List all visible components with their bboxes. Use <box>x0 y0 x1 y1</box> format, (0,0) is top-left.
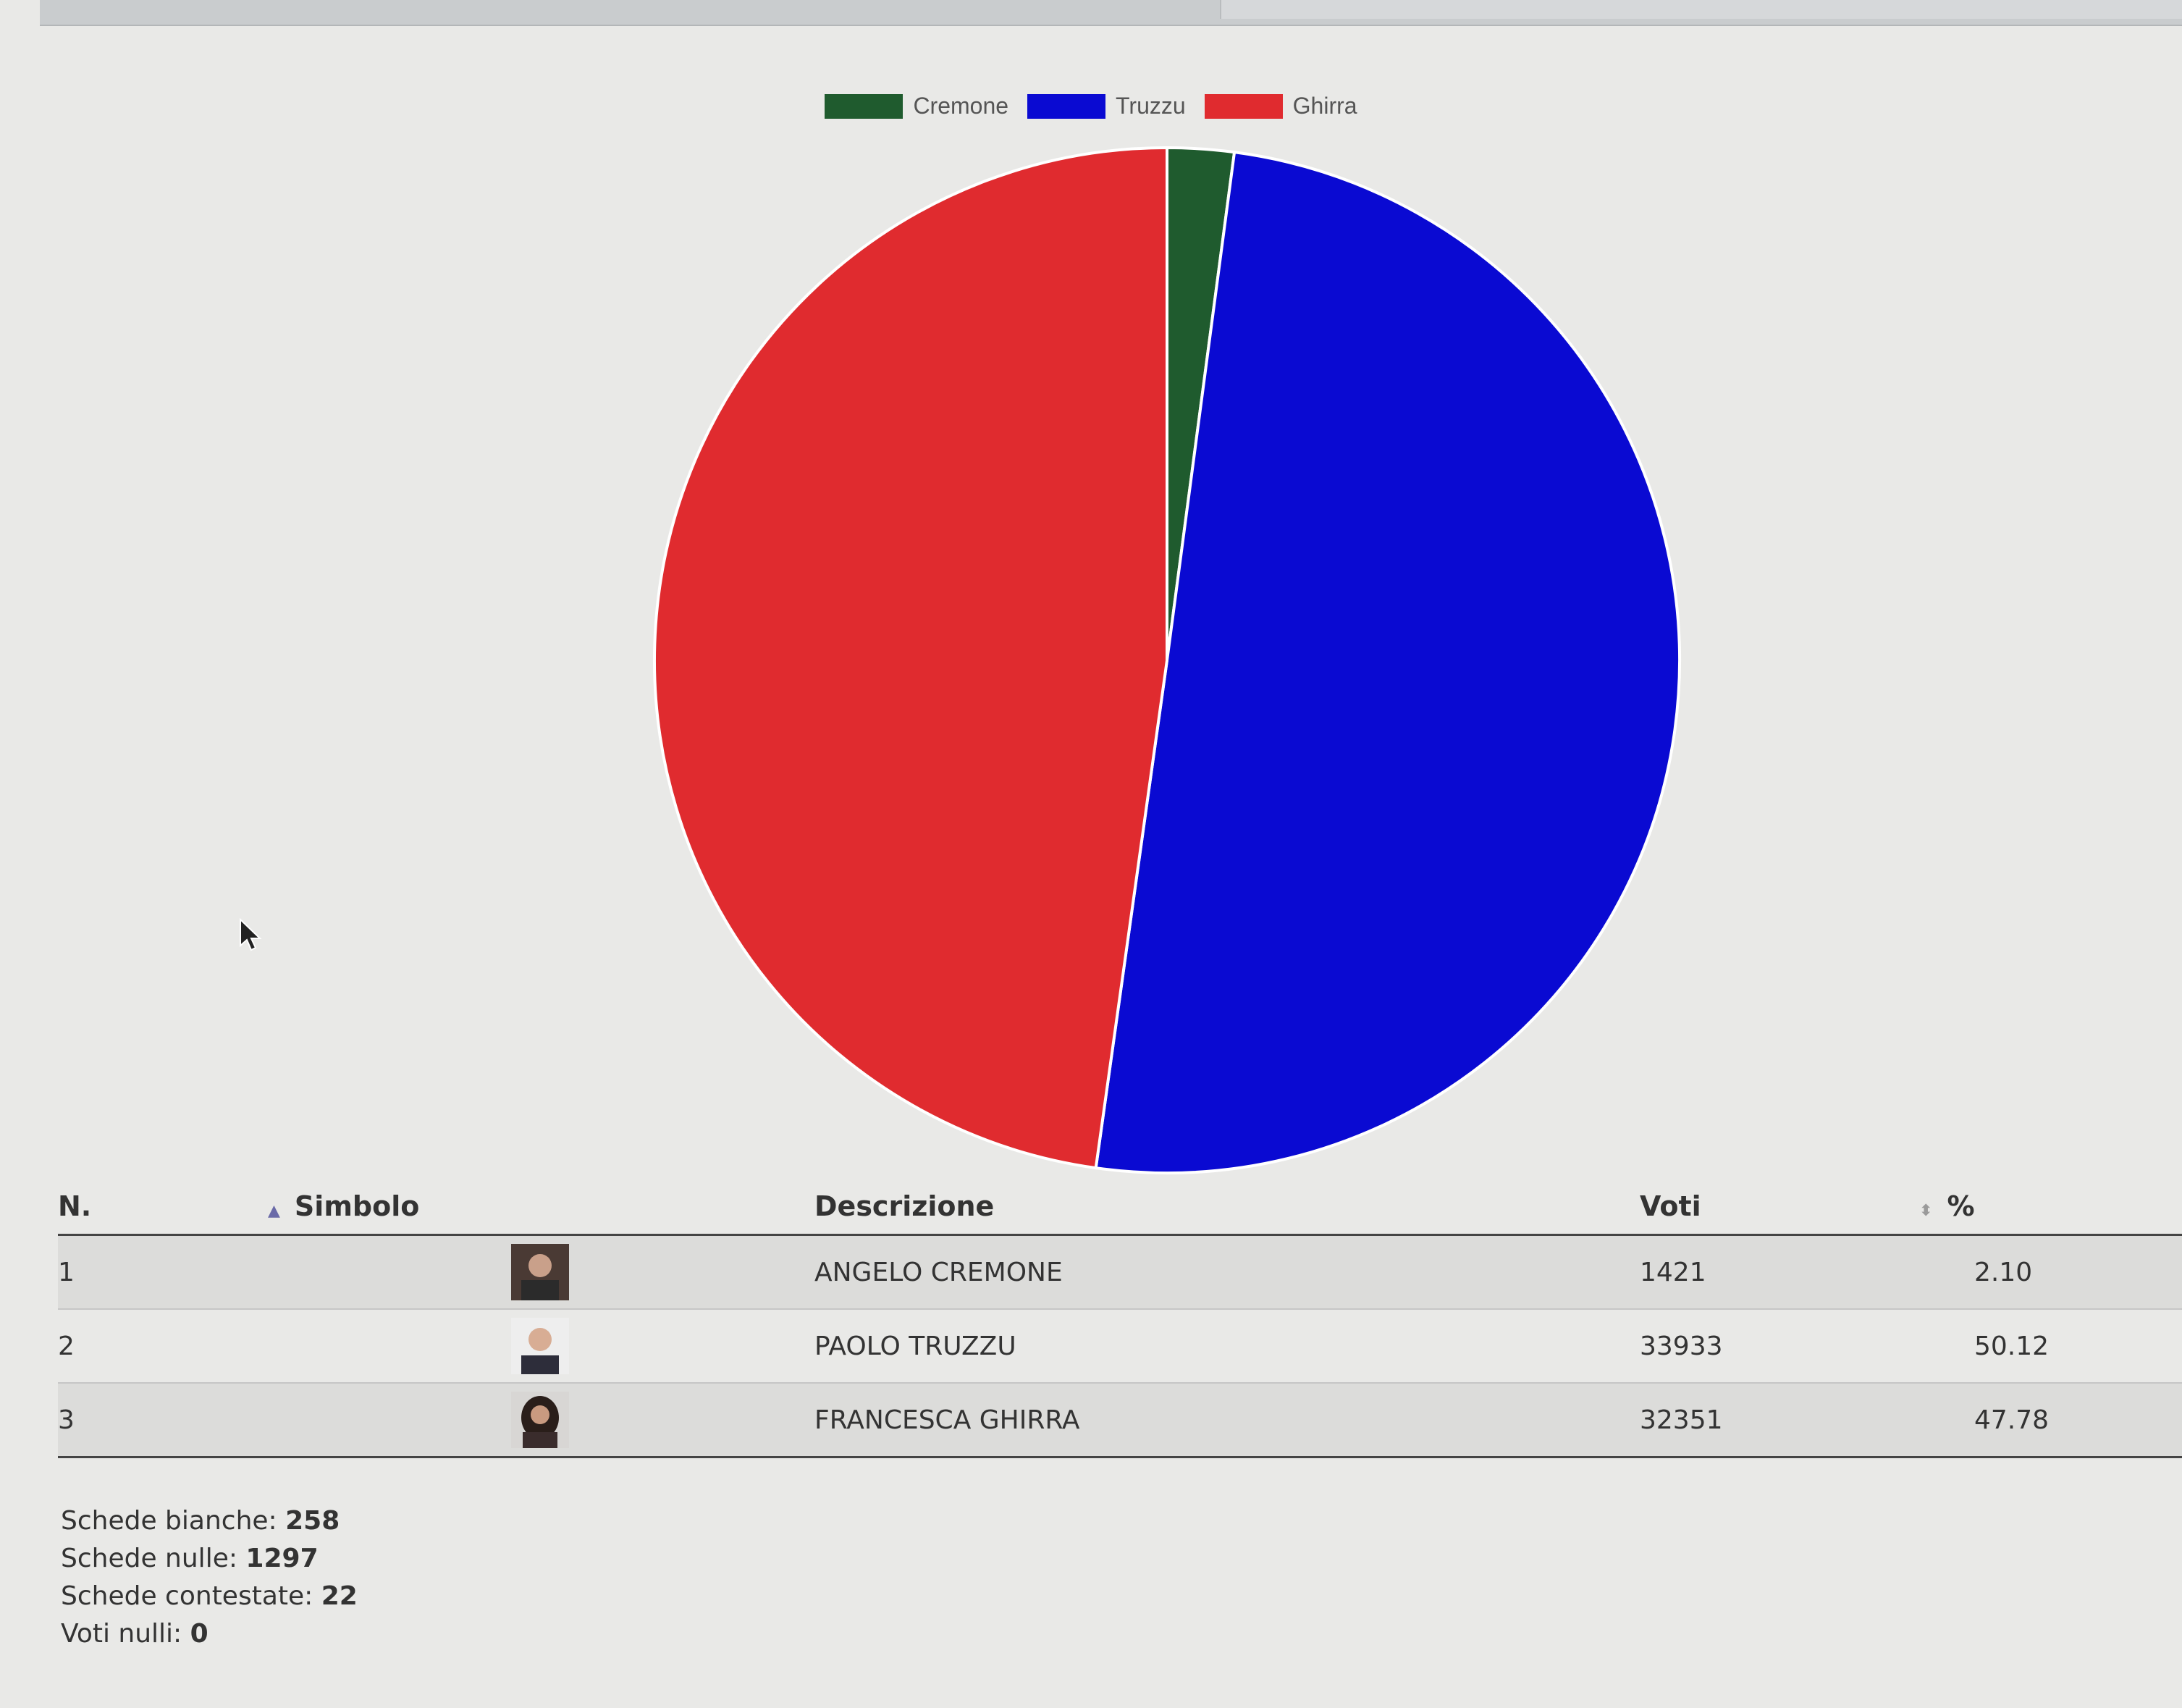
cell-number: 1 <box>58 1234 268 1310</box>
cell-percent: 2.10 <box>1948 1234 2182 1310</box>
stat-value: 1297 <box>245 1544 319 1573</box>
pie-slice-truzzu[interactable] <box>1094 150 1681 1174</box>
legend-label-truzzu: Truzzu <box>1116 93 1186 119</box>
candidate-photo-icon <box>511 1318 569 1374</box>
stat-value: 0 <box>190 1619 208 1649</box>
cell-votes: 1421 <box>1640 1234 1948 1310</box>
candidate-photo-icon <box>511 1244 569 1300</box>
results-table: N. ▲ Simbolo Descrizione Voti ⬍% 1 ANGELO… <box>58 1179 2182 1458</box>
legend-label-cremone: Cremone <box>913 93 1009 119</box>
table-row: 3 FRANCESCA GHIRRA 32351 47.78 <box>58 1383 2182 1458</box>
cell-description: FRANCESCA GHIRRA <box>814 1383 1640 1458</box>
cell-description: PAOLO TRUZZU <box>814 1309 1640 1384</box>
cell-percent: 47.78 <box>1948 1383 2182 1458</box>
stat-label: Schede bianche: <box>61 1506 277 1536</box>
candidate-photo-icon <box>511 1392 569 1448</box>
stat-value: 258 <box>285 1506 340 1536</box>
cell-votes: 32351 <box>1640 1383 1948 1458</box>
header-symbol[interactable]: ▲ Simbolo <box>268 1179 814 1236</box>
table-header-row: N. ▲ Simbolo Descrizione Voti ⬍% <box>58 1179 2182 1236</box>
pie-slice-ghirra[interactable] <box>652 146 1168 1170</box>
header-votes-label: Voti <box>1640 1190 1701 1222</box>
legend-swatch-ghirra <box>1204 93 1283 119</box>
mouse-cursor-icon <box>240 918 262 951</box>
sort-asc-icon: ▲ <box>268 1202 280 1220</box>
cell-number: 2 <box>58 1309 268 1384</box>
legend-swatch-truzzu <box>1027 93 1106 119</box>
cell-number: 3 <box>58 1383 268 1458</box>
stat-blank-ballots: Schede bianche: 258 <box>61 1502 358 1540</box>
cell-description: ANGELO CREMONE <box>814 1234 1640 1310</box>
legend-item-ghirra[interactable]: Ghirra <box>1204 93 1357 119</box>
top-bar-tab[interactable] <box>1220 0 2182 19</box>
header-description[interactable]: Descrizione <box>814 1179 1640 1236</box>
chart-legend: Cremone Truzzu Ghirra <box>0 93 2182 119</box>
legend-swatch-cremone <box>825 93 903 119</box>
header-description-label: Descrizione <box>814 1190 995 1222</box>
stat-null-votes: Voti nulli: 0 <box>61 1615 358 1653</box>
sort-icon: ⬍ <box>1919 1202 1933 1220</box>
browser-top-bar <box>40 0 2182 26</box>
stat-label: Schede nulle: <box>61 1544 237 1573</box>
pie-chart <box>652 146 1681 1174</box>
stat-value: 22 <box>321 1581 358 1611</box>
stat-label: Voti nulli: <box>61 1619 182 1649</box>
cell-symbol <box>268 1234 814 1310</box>
header-percent[interactable]: ⬍% <box>1919 1179 2182 1236</box>
header-votes[interactable]: Voti <box>1640 1179 1948 1236</box>
ballot-stats: Schede bianche: 258 Schede nulle: 1297 S… <box>61 1502 358 1653</box>
stat-contested-ballots: Schede contestate: 22 <box>61 1578 358 1615</box>
stat-label: Schede contestate: <box>61 1581 313 1611</box>
cell-symbol <box>268 1383 814 1458</box>
header-number[interactable]: N. <box>58 1179 268 1236</box>
cell-percent: 50.12 <box>1948 1309 2182 1384</box>
cell-symbol <box>268 1309 814 1384</box>
header-symbol-label: Simbolo <box>294 1190 420 1222</box>
stat-null-ballots: Schede nulle: 1297 <box>61 1540 358 1578</box>
header-percent-label: % <box>1947 1190 1975 1222</box>
cell-votes: 33933 <box>1640 1309 1948 1384</box>
legend-item-cremone[interactable]: Cremone <box>825 93 1008 119</box>
table-row: 1 ANGELO CREMONE 1421 2.10 <box>58 1234 2182 1310</box>
legend-item-truzzu[interactable]: Truzzu <box>1027 93 1186 119</box>
legend-label-ghirra: Ghirra <box>1292 93 1357 119</box>
table-row: 2 PAOLO TRUZZU 33933 50.12 <box>58 1309 2182 1384</box>
header-number-label: N. <box>58 1190 92 1222</box>
